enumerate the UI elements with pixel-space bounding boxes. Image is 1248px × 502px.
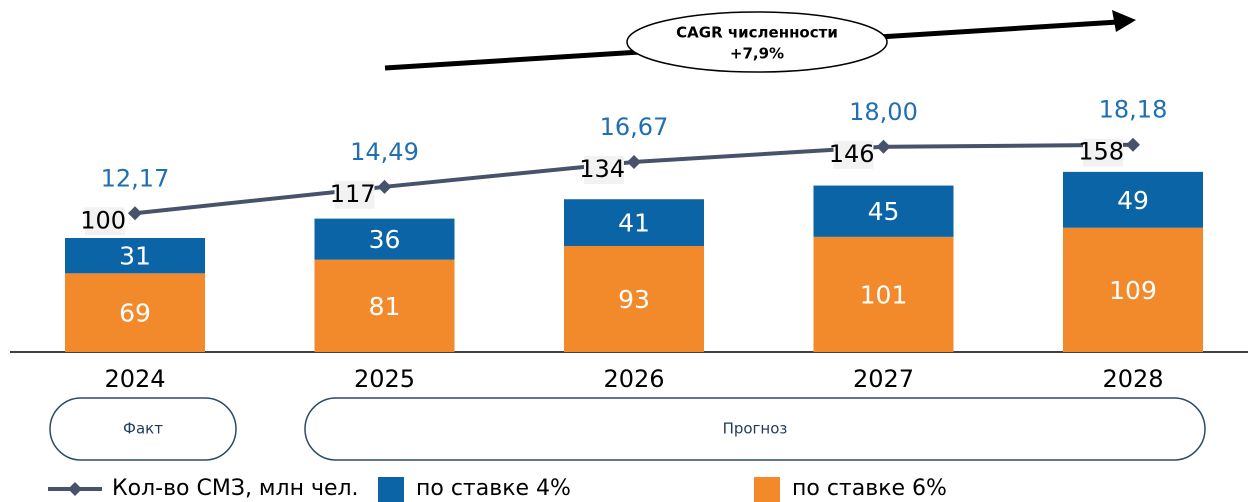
line-marker (1126, 137, 1140, 152)
bar-segment (813, 236, 954, 352)
x-tick-label: 2028 (1102, 365, 1163, 393)
bar-segment (813, 185, 954, 237)
legend-swatch (754, 477, 780, 502)
line-value-label: 18,18 (1099, 96, 1168, 124)
x-tick-label: 2025 (354, 365, 415, 393)
total-label-bg (1083, 138, 1123, 167)
bar-segment (1063, 227, 1203, 352)
segment-label: 81 (369, 292, 401, 321)
segment-label: 36 (369, 225, 401, 254)
line-value-label: 18,00 (849, 98, 918, 126)
cagr-value: +7,9% (730, 45, 784, 63)
bar-segment (1063, 171, 1203, 228)
segment-label: 93 (618, 285, 650, 314)
total-label: 100 (80, 206, 126, 234)
x-tick-label: 2026 (603, 365, 664, 393)
segment-label: 69 (119, 299, 151, 328)
period-box (49, 397, 237, 461)
legend-marker (68, 482, 82, 496)
segment-label: 41 (618, 209, 650, 238)
arrow-head (1112, 10, 1136, 32)
segment-label: 101 (860, 280, 908, 309)
line-marker (377, 179, 392, 194)
bar-segment (314, 259, 455, 352)
line-value-label: 12,17 (101, 164, 170, 192)
line-marker (128, 206, 142, 221)
cagr-ellipse (626, 11, 888, 73)
line-marker (876, 139, 891, 154)
period-box (304, 397, 1206, 461)
bar-segment (564, 245, 704, 352)
segment-label: 49 (1117, 186, 1149, 215)
line-marker (627, 154, 641, 169)
x-tick-label: 2027 (853, 365, 914, 393)
period-label: Прогноз (723, 420, 788, 438)
legend-swatch (378, 477, 404, 502)
legend-label: Кол-во СМЗ, млн чел. (112, 476, 359, 501)
total-label-bg (334, 180, 375, 209)
x-tick-label: 2024 (104, 365, 165, 393)
total-label: 146 (829, 140, 875, 168)
line-value-label: 14,49 (350, 138, 419, 166)
total-label-bg (833, 140, 874, 169)
total-label: 134 (579, 155, 625, 183)
total-label-bg (85, 207, 125, 236)
legend-label: по ставке 6% (792, 476, 947, 501)
segment-label: 109 (1109, 276, 1157, 305)
legend-label: по ставке 4% (416, 476, 571, 501)
bar-segment (65, 238, 205, 274)
total-label: 158 (1078, 138, 1124, 166)
segment-label: 45 (868, 197, 900, 226)
total-label: 117 (330, 180, 376, 208)
total-label-bg (584, 155, 624, 184)
cagr-title: CAGR численности (676, 24, 838, 42)
line-value-label: 16,67 (600, 113, 669, 141)
bar-segment (564, 199, 704, 246)
period-label: Факт (123, 420, 163, 438)
segment-label: 31 (119, 242, 151, 271)
bar-segment (314, 218, 455, 260)
bar-segment (65, 273, 205, 352)
